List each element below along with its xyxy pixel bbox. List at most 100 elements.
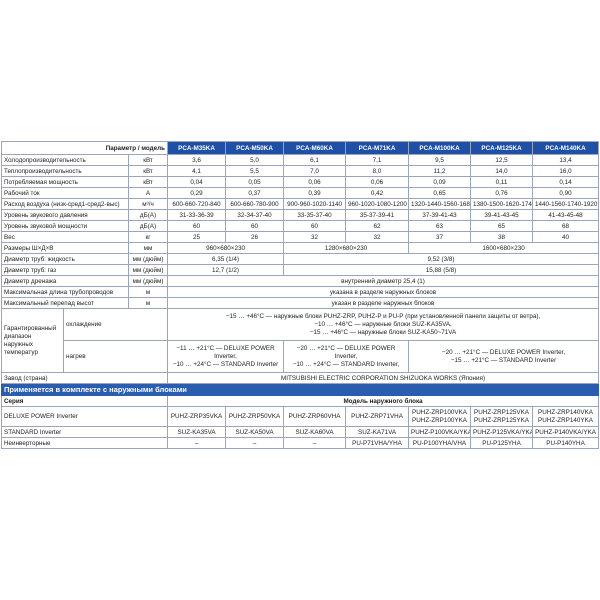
row-unit: кВт <box>127 165 169 177</box>
model-header: PCA-M125KA <box>470 141 534 155</box>
series-label: STANDARD Inverter <box>0 426 169 438</box>
table-cell: 5,5 <box>225 165 285 177</box>
cell-line: −11 … +21°C — DELUXE POWER Inverter, <box>176 344 275 360</box>
cell-line: −10 … +46°C — наружные блоки SUZ-KA35VA, <box>314 320 452 328</box>
table-cell: 1440-1560-1740-1920 <box>532 198 600 210</box>
cell-line: PUHZ-ZRP100VKA <box>412 408 467 416</box>
section-title: Применяется в комплекте с наружными блок… <box>0 383 600 396</box>
table-cell: 1280×680×230 <box>283 242 410 254</box>
table-row: Гарантированный диапазон наружных темпер… <box>1 308 600 373</box>
table-cell: 0,65 <box>408 187 472 199</box>
table-cell: – <box>225 437 285 449</box>
table-row: Уровень звуковой мощности дБ(А) 60 60 60 62 63… <box>1 220 600 232</box>
table-row: Размеры Ш×Д×В мм 960×680×230 1280×680×230 16… <box>1 242 600 254</box>
table-cell: SUZ-KA60VA <box>283 426 347 438</box>
row-label: Диаметр труб: жидкость <box>1 253 129 265</box>
table-row: Расход воздуха (низк-сред1-сред2-выс) м³/… <box>1 198 600 210</box>
row-unit: кВт <box>127 176 169 188</box>
table-cell: указан в разделе наружных блоков <box>167 297 600 309</box>
table-cell: 0,06 <box>283 176 347 188</box>
table-row: Серия Модель наружного блока <box>0 395 600 407</box>
table-row: Вес кг 25 26 32 32 37 38 40 <box>1 231 600 243</box>
row-unit: кг <box>127 231 169 243</box>
cooling-range: −15 … +46°C — наружные блоки PUHZ-ZRP, P… <box>167 308 600 341</box>
table-cell: 9,5 <box>408 154 472 166</box>
table-cell: 41-43-45-48 <box>532 209 600 221</box>
table-cell: PUHZ-P125VKA/YKA <box>470 426 534 438</box>
table-cell: 1380-1500-1620-1740 <box>470 198 534 210</box>
row-label: Максимальная длина трубопроводов <box>1 286 129 298</box>
model-header: PCA-M60KA <box>283 141 347 155</box>
table-cell: 60 <box>167 220 227 232</box>
cell-line: −20 … +21°C — DELUXE POWER Inverter, <box>441 348 566 356</box>
table-cell: 3,6 <box>167 154 227 166</box>
table-cell: 1320-1440-1560-1680 <box>408 198 472 210</box>
row-unit: мм (дюйм) <box>127 275 169 287</box>
table-cell: 0,09 <box>408 176 472 188</box>
row-unit: кВт <box>127 154 169 166</box>
table-cell: 0,29 <box>167 187 227 199</box>
row-unit: мм <box>127 242 169 254</box>
table-cell: 7,0 <box>283 165 347 177</box>
series-header: Серия <box>0 395 169 407</box>
row-label: Уровень звукового давления <box>1 209 129 221</box>
table-cell: охлаждение <box>62 308 169 341</box>
spec-table: Параметр / модель PCA-M35KA PCA-M50KA PCA-M… <box>0 141 600 449</box>
table-cell: 37 <box>408 231 472 243</box>
table-row: DELUXE POWER Inverter PUHZ-ZRP35VKA PUHZ-Z… <box>0 406 600 427</box>
row-unit: А <box>127 187 169 199</box>
table-row: Рабочий ток А 0,29 0,37 0,39 0,42 0,65 0,76 0,90 <box>1 187 600 199</box>
series-label: DELUXE POWER Inverter <box>0 406 169 427</box>
table-cell: MITSUBISHI ELECTRIC CORPORATION SHIZUOKA… <box>167 372 600 384</box>
table-cell: 8,0 <box>345 165 410 177</box>
table-cell: 0,39 <box>283 187 347 199</box>
cell-line: PUHZ-ZRP100YKA <box>412 416 467 424</box>
table-cell: 9,52 (3/8) <box>283 253 600 265</box>
table-cell: 60 <box>225 220 285 232</box>
table-cell: 32-34-37-40 <box>225 209 285 221</box>
table-cell: 11,2 <box>408 165 472 177</box>
table-cell: 5,0 <box>225 154 285 166</box>
table-row: Холодопроизводительность кВт 3,6 5,0 6,1 7,1 9… <box>1 154 600 166</box>
table-cell: – <box>283 437 347 449</box>
cell-line: −15 … +46°C — наружные блоки SUZ-KA50~71… <box>309 328 457 336</box>
cell-line: −10 … +24°C — STANDARD Inverter <box>172 360 279 368</box>
table-cell: 0,11 <box>470 176 534 188</box>
table-cell: – <box>167 437 227 449</box>
table-row: Теплопроизводительность кВт 4,1 5,5 7,0 8,0 11… <box>1 165 600 177</box>
table-cell: 0,90 <box>532 187 600 199</box>
row-unit: м³/ч <box>127 198 169 210</box>
row-unit: мм (дюйм) <box>127 253 169 265</box>
table-row: Применяется в комплекте с наружными блок… <box>0 383 600 396</box>
table-cell: 38 <box>470 231 534 243</box>
table-cell: PU-P140YHA <box>532 437 600 449</box>
row-label: Расход воздуха (низк-сред1-сред2-выс) <box>1 198 129 210</box>
table-cell: 0,14 <box>532 176 600 188</box>
table-cell: 0,76 <box>470 187 534 199</box>
row-unit: дБ(А) <box>127 209 169 221</box>
table-cell: PU-P100YHA/VHA <box>408 437 472 449</box>
row-unit: м <box>127 297 169 309</box>
table-cell: 0,06 <box>345 176 410 188</box>
model-header: PCA-M35KA <box>167 141 227 155</box>
heating-range: −20 … +21°C — DELUXE POWER Inverter, −10 … <box>283 340 410 373</box>
table-cell: SUZ-KA35VA <box>167 426 227 438</box>
table-cell: 960-1020-1080-1200 <box>345 198 410 210</box>
table-cell: PUHZ-ZRP60VHA <box>283 406 347 427</box>
table-cell: 1600×680×230 <box>408 242 600 254</box>
heating-range: −20 … +21°C — DELUXE POWER Inverter, −15 … <box>408 340 600 373</box>
table-cell: 32 <box>345 231 410 243</box>
cell-line: PUHZ-ZRP140YKA <box>538 416 593 424</box>
table-cell: PUHZ-ZRP50VKA <box>225 406 285 427</box>
table-row: Неинверторные – – – PU-P71VHA/YHA PU-P100YHA/… <box>0 437 600 449</box>
model-header: PCA-M140KA <box>532 141 600 155</box>
table-cell: 60 <box>283 220 347 232</box>
table-cell: 960×680×230 <box>167 242 285 254</box>
model-header: PCA-M100KA <box>408 141 472 155</box>
table-cell: SUZ-KA71VA <box>345 426 410 438</box>
table-cell: PUHZ-P100VKA/YKA <box>408 426 472 438</box>
row-label: Размеры Ш×Д×В <box>1 242 129 254</box>
table-cell: 35-37-39-41 <box>345 209 410 221</box>
table-row: Завод (страна) MITSUBISHI ELECTRIC CORPOR… <box>0 372 600 384</box>
table-cell: 40 <box>532 231 600 243</box>
